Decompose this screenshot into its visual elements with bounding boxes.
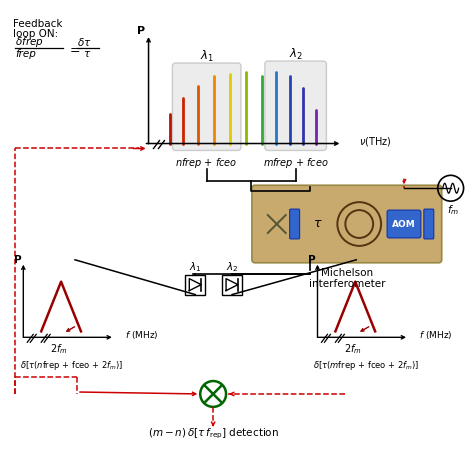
- Text: $\nu$(THz): $\nu$(THz): [359, 135, 392, 148]
- Text: $\tau$: $\tau$: [313, 217, 322, 230]
- Text: $f$ (MHz): $f$ (MHz): [419, 329, 452, 341]
- Text: P: P: [14, 255, 21, 265]
- Text: $\tau$: $\tau$: [83, 49, 91, 59]
- Text: $\delta$frep: $\delta$frep: [15, 35, 44, 49]
- Text: $\delta[\tau(m$frep $+$ fceo $+$ $2f_m)]$: $\delta[\tau(m$frep $+$ fceo $+$ $2f_m)]…: [313, 359, 419, 371]
- Text: $\lambda_1$: $\lambda_1$: [189, 260, 201, 274]
- FancyBboxPatch shape: [252, 185, 442, 263]
- Text: $\lambda_2$: $\lambda_2$: [289, 47, 302, 62]
- Text: $\lambda_2$: $\lambda_2$: [226, 260, 238, 274]
- FancyBboxPatch shape: [173, 63, 241, 150]
- FancyBboxPatch shape: [424, 209, 434, 239]
- Text: $f$ (MHz): $f$ (MHz): [125, 329, 158, 341]
- FancyBboxPatch shape: [222, 275, 242, 294]
- Text: loop ON:: loop ON:: [13, 29, 59, 39]
- FancyBboxPatch shape: [265, 61, 327, 150]
- Text: AOM: AOM: [392, 220, 416, 228]
- Text: P: P: [137, 26, 145, 36]
- Text: $(m-n)\,\delta[\tau\,f_{\rm rep}]$ detection: $(m-n)\,\delta[\tau\,f_{\rm rep}]$ detec…: [147, 427, 279, 441]
- FancyBboxPatch shape: [387, 210, 421, 238]
- Text: $\lambda_1$: $\lambda_1$: [200, 48, 214, 63]
- Text: $\delta[\tau(n$frep $+$ fceo $+$ $2f_m)]$: $\delta[\tau(n$frep $+$ fceo $+$ $2f_m)]…: [20, 359, 124, 371]
- Text: $2f_m$: $2f_m$: [345, 342, 362, 356]
- Text: interferometer: interferometer: [309, 279, 385, 289]
- Text: $m$frep + fceo: $m$frep + fceo: [263, 156, 328, 170]
- Text: $=$: $=$: [67, 42, 81, 55]
- Text: Feedback: Feedback: [13, 19, 63, 29]
- Text: frep: frep: [15, 49, 36, 59]
- Text: $\delta\tau$: $\delta\tau$: [77, 36, 91, 48]
- Text: $2f_m$: $2f_m$: [50, 342, 68, 356]
- FancyBboxPatch shape: [185, 275, 205, 294]
- Text: Michelson: Michelson: [321, 268, 373, 278]
- Text: $n$frep + fceo: $n$frep + fceo: [175, 156, 238, 170]
- Text: $f_m$: $f_m$: [447, 203, 459, 217]
- Text: P: P: [308, 255, 315, 265]
- FancyBboxPatch shape: [290, 209, 300, 239]
